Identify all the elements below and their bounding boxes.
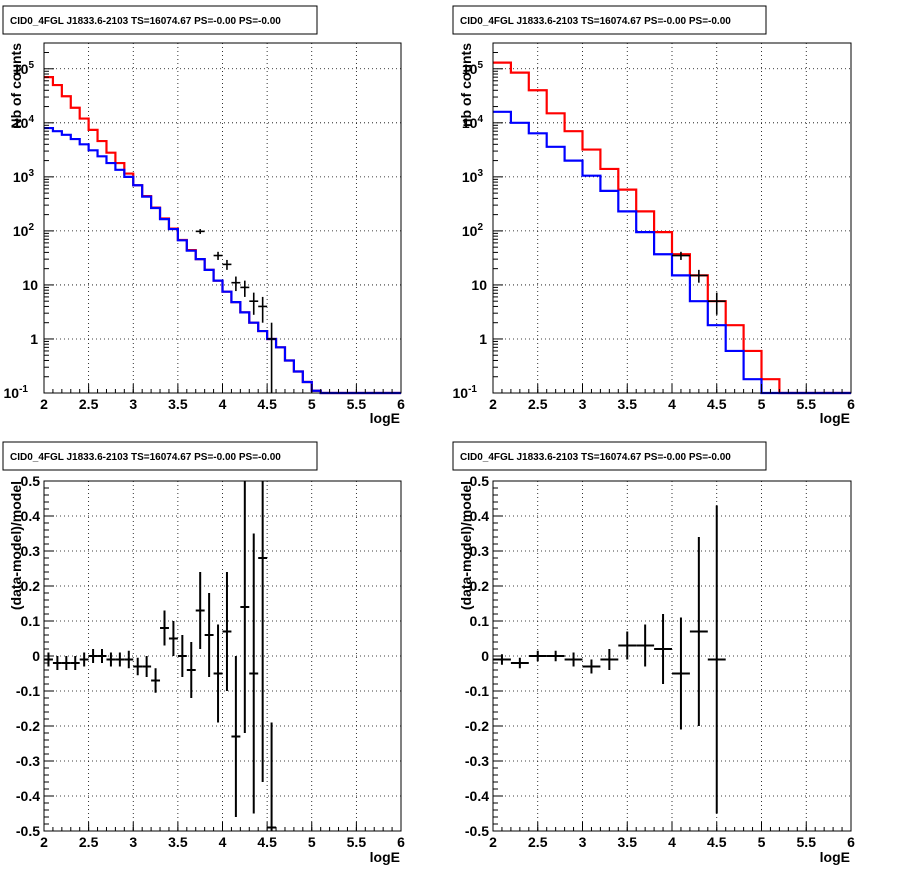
y-tick-label: 0.1	[470, 613, 490, 629]
x-tick-label: 4.5	[707, 396, 727, 412]
series-layer	[44, 76, 401, 395]
x-tick-label: 5.5	[797, 834, 817, 850]
y-tick-label: -0.3	[16, 753, 40, 769]
x-tick-label: 5.5	[347, 834, 367, 850]
x-tick-label: 4.5	[707, 834, 727, 850]
x-tick-label: 3	[579, 396, 587, 412]
model-histogram-line	[44, 126, 401, 395]
y-tick-label: 10	[471, 277, 487, 293]
counts-plot-right: CID0_4FGL J1833.6-2103 TS=16074.67 PS=-0…	[452, 5, 855, 426]
y-tick-label: 0.4	[21, 508, 41, 524]
x-tick-label: 4	[219, 834, 227, 850]
y-tick-label: -0.2	[465, 718, 489, 734]
x-tick-label: 2.5	[528, 834, 548, 850]
model-histogram-line	[493, 110, 851, 395]
x-axis: 2 2.5 3 3.5 4 4.5 5 5.5 6	[40, 822, 405, 850]
title-box	[452, 441, 767, 471]
x-tick-label: 3.5	[168, 834, 188, 850]
y-tick-label: 0.5	[21, 473, 41, 489]
y-tick-label: 0.1	[21, 613, 41, 629]
y-tick-label: 0.4	[470, 508, 490, 524]
plot-title: CID0_4FGL J1833.6-2103 TS=16074.67 PS=-0…	[10, 452, 281, 463]
y-tick-label: 1	[30, 331, 38, 347]
y-tick-label: -0.1	[16, 683, 40, 699]
y-tick-label: -0.5	[465, 823, 489, 839]
y-tick-label: 0.2	[21, 578, 41, 594]
series-layer	[44, 481, 277, 831]
y-axis-label: nb of counts	[458, 43, 474, 127]
title-box	[2, 441, 318, 471]
y-tick-label: 0.2	[470, 578, 490, 594]
y-axis-label: (data-model)/model	[458, 481, 474, 610]
x-axis: 2 2.5 3 3.5 4 4.5 5 5.5 6	[489, 384, 855, 412]
x-tick-label: 4	[668, 834, 676, 850]
y-tick-label: 0.3	[21, 543, 41, 559]
x-tick-label: 4.5	[257, 834, 277, 850]
y-tick-label: 0	[32, 648, 40, 664]
x-tick-label: 3	[579, 834, 587, 850]
y-tick-label: -0.5	[16, 823, 40, 839]
plot-title: CID0_4FGL J1833.6-2103 TS=16074.67 PS=-0…	[460, 16, 731, 27]
x-axis-label: logE	[370, 410, 400, 426]
x-tick-label: 2	[40, 396, 48, 412]
y-axis-label: Nb of counts	[8, 43, 24, 129]
x-tick-label: 4	[668, 396, 676, 412]
y-tick-label: -0.4	[465, 788, 489, 804]
x-tick-label: 5.5	[797, 396, 817, 412]
x-tick-label: 5	[758, 834, 766, 850]
title-box	[452, 5, 767, 35]
x-tick-label: 5	[758, 396, 766, 412]
x-axis: 2 2.5 3 3.5 4 4.5 5 5.5 6	[40, 384, 405, 412]
plot-title: CID0_4FGL J1833.6-2103 TS=16074.67 PS=-0…	[10, 16, 281, 27]
x-tick-label: 4.5	[257, 396, 277, 412]
y-tick-label: 1	[479, 331, 487, 347]
x-tick-label: 3	[129, 834, 137, 850]
residual-plot-left: CID0_4FGL J1833.6-2103 TS=16074.67 PS=-0…	[2, 441, 405, 865]
x-tick-label: 2.5	[79, 396, 99, 412]
x-tick-label: 6	[847, 834, 855, 850]
x-tick-label: 2.5	[79, 834, 99, 850]
y-tick-label: -0.3	[465, 753, 489, 769]
plot-title: CID0_4FGL J1833.6-2103 TS=16074.67 PS=-0…	[460, 452, 731, 463]
series-layer	[493, 61, 851, 395]
x-tick-label: 3	[129, 396, 137, 412]
x-tick-label: 6	[397, 834, 405, 850]
x-tick-label: 2	[40, 834, 48, 850]
title-box	[2, 5, 318, 35]
y-tick-label: -0.2	[16, 718, 40, 734]
x-tick-label: 2.5	[528, 396, 548, 412]
x-tick-label: 6	[847, 396, 855, 412]
y-tick-label: 0.5	[470, 473, 490, 489]
x-axis-label: logE	[370, 849, 400, 865]
residual-plot-right: CID0_4FGL J1833.6-2103 TS=16074.67 PS=-0…	[452, 441, 855, 865]
y-tick-label: 0	[481, 648, 489, 664]
y-axis: -0.5 -0.4 -0.3 -0.2 -0.1 0 0.1 0.2 0.3 0.4 0.5	[465, 473, 503, 839]
x-tick-label: 5.5	[347, 396, 367, 412]
y-tick-label: -0.4	[16, 788, 40, 804]
x-tick-label: 5	[308, 396, 316, 412]
x-tick-label: 6	[397, 396, 405, 412]
x-tick-label: 5	[308, 834, 316, 850]
x-tick-label: 2	[489, 834, 497, 850]
x-tick-label: 3.5	[618, 834, 638, 850]
series-layer	[493, 505, 726, 814]
x-axis: 2 2.5 3 3.5 4 4.5 5 5.5 6	[489, 822, 855, 850]
y-axis-label: (data-model)/model	[8, 481, 24, 610]
x-tick-label: 4	[219, 396, 227, 412]
y-tick-label: -0.1	[465, 683, 489, 699]
x-tick-label: 3.5	[618, 396, 638, 412]
y-tick-label: 10	[22, 277, 38, 293]
y-tick-label: 0.3	[470, 543, 490, 559]
y-axis: -0.5 -0.4 -0.3 -0.2 -0.1 0 0.1 0.2 0.3 0.4 0.5	[16, 473, 54, 839]
x-tick-label: 2	[489, 396, 497, 412]
x-axis-label: logE	[820, 410, 850, 426]
x-tick-label: 3.5	[168, 396, 188, 412]
x-axis-label: logE	[820, 849, 850, 865]
